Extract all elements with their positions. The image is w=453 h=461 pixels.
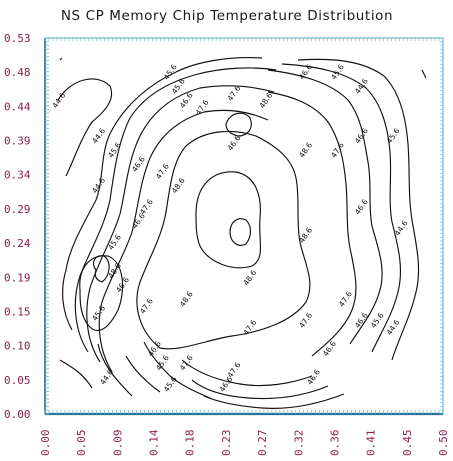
contour-label: 44.6 [90,126,107,145]
contour-line [59,57,63,61]
contour-line [86,85,275,363]
contour-line [421,69,427,79]
contour-label: 44.6 [90,176,107,195]
y-tick-label: 0.48 [4,66,31,79]
contour-label: 46.6 [114,275,131,294]
contour-label: 45.6 [162,375,179,394]
contour-label: 47.6 [154,162,171,181]
contour-lines [57,57,427,409]
y-tick-label: 0.39 [4,135,31,148]
contour-line [143,341,211,399]
contour-line [181,359,313,387]
contour-line [191,379,329,400]
x-tick-label: 0.41 [365,430,378,457]
contour-line [125,355,161,393]
contour-label: 48.6 [178,289,195,308]
contour-label: 48.6 [297,226,314,245]
contour-label: 45.6 [154,353,171,372]
contour-label: 47.6 [329,140,346,159]
contour-line [297,58,420,361]
x-tick-label: 0.09 [111,430,124,457]
y-tick-label: 0.53 [4,32,31,45]
contour-line [267,91,357,357]
contour-label: 46.6 [130,155,147,174]
contour-line [98,109,269,373]
contour-label: 44.6 [353,77,370,96]
chart-title: NS CP Memory Chip Temperature Distributi… [60,8,394,24]
contour-label: 46.6 [353,311,370,330]
contour-line [74,67,277,353]
y-tick-label: 0.34 [4,169,31,182]
contour-label: 45.6 [106,233,123,252]
x-tick-label: 0.14 [148,429,161,456]
y-tick-label: 0.05 [4,374,31,387]
contour-label: 48.6 [170,176,187,195]
y-tick-labels: 0.00 0.05 0.10 0.15 0.19 0.24 0.29 0.34 0.39 0.44… [4,32,31,421]
plot-frame [44,37,444,416]
contour-label: 47.6 [138,297,155,316]
contour-line [59,359,93,389]
contour-label: 47.6 [194,98,211,117]
contour-label: 45.6 [170,77,187,96]
contour-label: 46.6 [353,197,370,216]
contour-line [203,393,345,409]
contour-line [136,130,311,350]
x-tick-label: 0.18 [184,430,197,457]
x-tick-label: 0.45 [401,430,414,457]
contour-line [79,255,124,332]
contour-label: 47.6 [241,318,258,337]
contour-label: 46.6 [178,91,195,110]
x-tick-label: 0.00 [39,430,52,457]
contour-label: 45.6 [385,126,402,145]
contour-label: 47.6 [337,289,354,308]
contour-label: 44.6 [50,91,67,110]
y-tick-label: 0.15 [4,305,31,318]
contour-line [97,343,133,397]
contour-line [195,171,262,269]
y-tick-label: 0.10 [4,340,31,353]
contour-line [281,63,402,353]
y-tick-label: 0.19 [4,271,31,284]
contour-label: 45.6 [329,62,346,81]
y-tick-label: 0.44 [4,100,31,113]
y-tick-label: 0.00 [4,408,31,421]
x-tick-label: 0.36 [328,430,341,457]
x-tick-label: 0.50 [437,430,450,457]
contour-line [62,57,263,331]
contour-line [229,218,252,246]
contour-label: 46.6 [305,367,322,386]
contour-label: 46.6 [321,339,338,358]
x-tick-label: 0.27 [256,430,269,457]
contour-label: 47.6 [297,311,314,330]
contour-line [57,78,113,177]
x-tick-label: 0.23 [220,430,233,457]
y-tick-label: 0.29 [4,203,31,216]
contour-label: 45.6 [369,311,386,330]
contour-line [267,69,383,345]
y-tick-label: 0.24 [4,237,31,250]
contour-line [93,255,110,283]
contour-label: 48.6 [241,268,258,287]
x-tick-labels: 0.00 0.05 0.09 0.14 0.18 0.23 0.27 0.32 0.36 0.41… [39,429,450,456]
x-tick-label: 0.05 [75,430,88,457]
x-tick-label: 0.32 [292,430,305,457]
contour-label: 44.6 [98,367,115,386]
contour-label: 47.6 [138,197,155,216]
contour-label: 45.6 [90,304,107,323]
contour-label: 47.6 [226,360,243,379]
contour-label: 47.6 [178,353,195,372]
contour-label: 44.6 [393,219,410,238]
contour-label: 48.6 [297,140,314,159]
contour-label: 46.6 [353,126,370,145]
contour-line [225,112,252,137]
contour-label: 48.6 [257,91,274,110]
